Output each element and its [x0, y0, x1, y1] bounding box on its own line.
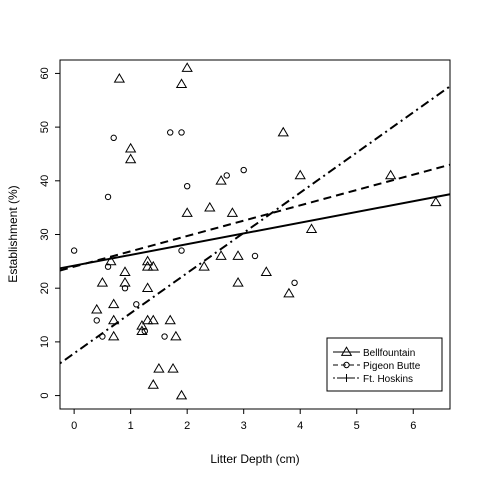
legend-label-bellfountain: Bellfountain — [363, 348, 415, 359]
data-point-triangle — [108, 298, 120, 309]
data-point-triangle — [136, 319, 148, 330]
data-point-circle — [70, 247, 78, 254]
legend-label-pigeon-butte: Pigeon Butte — [363, 361, 421, 372]
data-point-triangle — [294, 169, 306, 180]
data-point-circle — [178, 129, 185, 136]
data-point-triangle — [108, 330, 120, 341]
fit-line-bellfountain — [59, 193, 451, 270]
data-point-triangle — [136, 325, 148, 336]
fit-line-pigeon-butte — [59, 163, 451, 272]
data-point-triangle — [141, 282, 154, 293]
data-point-circle — [161, 333, 168, 340]
data-point-triangle — [96, 277, 109, 287]
y-tick-label: 40 — [39, 175, 51, 187]
legend-label-ft-hoskins: Ft. Hoskins — [363, 374, 413, 385]
data-point-triangle — [232, 250, 244, 260]
legend-marker-plus — [342, 374, 351, 382]
data-point-circle — [104, 193, 112, 201]
data-point-triangle — [277, 126, 289, 137]
y-tick-label: 30 — [39, 228, 51, 240]
data-point-triangle — [305, 223, 318, 233]
data-point-triangle — [147, 379, 159, 389]
data-point-circle — [110, 134, 117, 142]
data-point-triangle — [91, 303, 103, 314]
data-point-circle — [178, 247, 185, 254]
data-point-triangle — [105, 255, 117, 266]
data-point-triangle — [430, 196, 442, 207]
data-point-triangle — [198, 260, 210, 271]
legend-marker-triangle — [340, 346, 353, 356]
data-point-circle — [183, 182, 191, 190]
data-point-circle — [104, 263, 112, 270]
data-point-triangle — [181, 207, 193, 217]
fit-lines — [59, 85, 451, 365]
data-point-triangle — [141, 255, 154, 266]
fit-line-ft-hoskins — [59, 85, 451, 365]
y-tick-label: 20 — [39, 282, 51, 294]
data-point-triangle — [119, 266, 131, 276]
data-point-triangle — [204, 201, 216, 212]
data-point-circle — [223, 172, 230, 179]
data-point-triangle — [170, 330, 182, 341]
data-point-triangle — [384, 169, 397, 180]
legend: Bellfountain Pigeon Butte Ft. Hoskins — [326, 337, 443, 392]
y-axis-title: Establishment (%) — [6, 185, 20, 282]
data-point-triangle — [175, 389, 188, 400]
data-point-circle — [93, 317, 100, 324]
data-point-circle — [133, 301, 140, 308]
data-point-circle — [121, 284, 129, 292]
data-point-triangle — [108, 314, 120, 325]
data-point-triangle — [124, 153, 137, 164]
data-point-triangle — [215, 250, 227, 260]
data-point-circle — [141, 327, 148, 335]
x-tick-label: 5 — [354, 420, 360, 432]
data-point-triangle — [147, 314, 159, 325]
data-points — [70, 62, 442, 400]
x-tick-label: 0 — [71, 420, 77, 432]
data-point-triangle — [141, 260, 154, 271]
data-point-triangle — [260, 266, 272, 276]
data-point-triangle — [215, 175, 227, 185]
data-point-triangle — [113, 73, 126, 83]
y-tick-label: 10 — [39, 336, 51, 348]
data-point-triangle — [141, 314, 154, 325]
data-point-circle — [251, 252, 259, 260]
x-tick-label: 6 — [410, 420, 416, 432]
data-point-triangle — [164, 314, 176, 325]
data-point-triangle — [232, 277, 244, 287]
data-point-triangle — [167, 362, 179, 373]
legend-items — [333, 346, 360, 382]
data-point-circle — [167, 129, 174, 136]
data-point-triangle — [124, 142, 137, 153]
y-tick-label: 0 — [39, 393, 51, 399]
legend-marker-circle — [343, 361, 350, 369]
data-point-triangle — [283, 287, 295, 298]
data-point-circle — [240, 166, 247, 174]
data-point-circle — [99, 333, 106, 340]
x-tick-label: 1 — [128, 420, 134, 432]
y-tick-label: 50 — [39, 121, 51, 133]
data-point-circle — [291, 279, 298, 287]
data-point-triangle — [147, 260, 159, 271]
y-tick-label: 60 — [39, 67, 51, 79]
data-point-triangle — [181, 62, 193, 72]
x-tick-label: 3 — [241, 420, 247, 432]
x-axis-title: Litter Depth (cm) — [210, 452, 299, 466]
x-tick-label: 2 — [184, 420, 190, 432]
data-point-triangle — [226, 207, 239, 217]
x-tick-label: 4 — [297, 420, 303, 432]
data-point-triangle — [119, 277, 131, 287]
data-point-triangle — [153, 362, 165, 373]
data-point-triangle — [175, 78, 188, 89]
